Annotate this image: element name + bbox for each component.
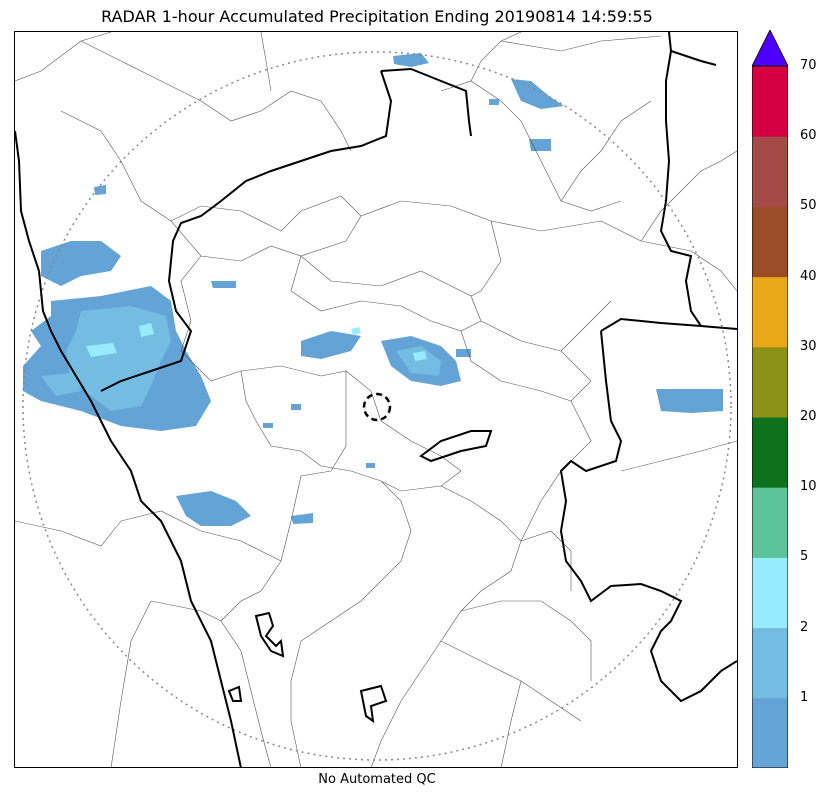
colorbar-bands	[752, 66, 788, 768]
colorbar-tick-label: 40	[800, 268, 817, 284]
colorbar-band	[752, 66, 788, 137]
map-title: RADAR 1-hour Accumulated Precipitation E…	[101, 7, 653, 26]
colorbar-tick-label: 30	[800, 338, 817, 354]
radar-map-canvas	[15, 32, 737, 767]
district-borders	[15, 32, 737, 767]
state-borders	[15, 32, 737, 767]
colorbar-tick-label: 50	[800, 198, 817, 214]
colorbar-tick-label: 10	[800, 479, 817, 495]
colorbar-tick-label: 60	[800, 128, 817, 144]
precip-colorbar	[752, 30, 788, 768]
radar-map[interactable]	[14, 31, 738, 768]
precip-heavy	[86, 323, 427, 361]
colorbar-band	[752, 627, 788, 699]
colorbar-band	[752, 346, 788, 418]
colorbar-band	[752, 276, 788, 348]
colorbar-tick-label: 2	[800, 619, 809, 635]
colorbar-band	[752, 557, 788, 629]
radar-site-marker	[362, 392, 392, 422]
colorbar-band	[752, 136, 788, 207]
colorbar-tick-label: 1	[800, 689, 809, 705]
colorbar-overflow-arrow	[752, 30, 788, 67]
range-ring	[22, 51, 732, 761]
colorbar-band	[752, 417, 788, 488]
colorbar-tick-label: 5	[800, 549, 809, 565]
colorbar-band	[752, 206, 788, 278]
colorbar-tick-label: 70	[800, 58, 817, 73]
colorbar-band	[752, 487, 788, 558]
colorbar-frame	[752, 65, 788, 768]
colorbar-band	[752, 697, 788, 768]
qc-note: No Automated QC	[318, 772, 436, 787]
colorbar-tick-label: 20	[800, 409, 817, 424]
